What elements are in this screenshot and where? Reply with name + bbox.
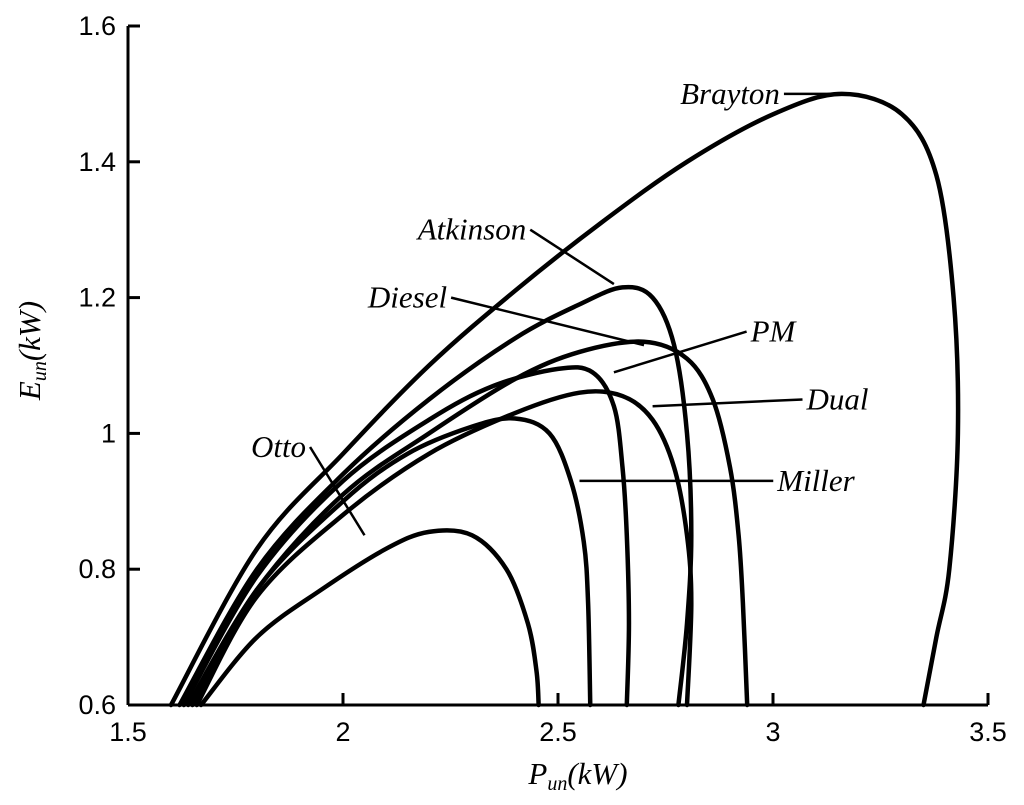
series-label-miller: Miller: [776, 463, 855, 498]
leader-line-diesel: [450, 296, 645, 347]
series-label-diesel: Diesel: [367, 280, 447, 315]
x-tick-label: 2: [335, 717, 350, 747]
x-tick-label: 3.5: [969, 717, 1007, 747]
series-line-pm: [181, 365, 632, 708]
x-ticks: 1.5 2 2.5 3 3.5: [109, 693, 1007, 747]
series-label-brayton: Brayton: [680, 76, 780, 111]
y-tick-label: 1.6: [78, 11, 116, 41]
x-axis-title: Pun(kW): [527, 756, 627, 795]
y-tick-label: 1.4: [78, 147, 116, 177]
y-ticks: 0.6 0.8 1 1.2 1.4 1.6: [78, 11, 140, 720]
y-tick-label: 1: [101, 418, 116, 448]
series-line-diesel: [185, 339, 750, 708]
leader-line-atkinson: [529, 228, 615, 286]
x-tick-label: 2.5: [539, 717, 577, 747]
y-tick-label: 1.2: [78, 283, 116, 313]
series-label-pm: PM: [750, 314, 798, 349]
x-tick-label: 1.5: [109, 717, 147, 747]
series-label-atkinson: Atkinson: [416, 212, 527, 247]
y-axis-title: Eun(kW): [12, 301, 51, 401]
series-label-otto: Otto: [251, 429, 306, 464]
leader-line-dual: [652, 398, 803, 408]
series-label-dual: Dual: [806, 381, 869, 416]
axes: [126, 26, 988, 707]
y-tick-label: 0.8: [78, 554, 116, 584]
curves: [168, 91, 961, 708]
series-line-miller: [190, 415, 593, 708]
leader-line-pm: [613, 330, 747, 374]
series-line-brayton: [168, 91, 961, 708]
y-tick-label: 0.6: [78, 690, 116, 720]
x-tick-label: 3: [765, 717, 780, 747]
leader-line-otto: [308, 446, 366, 536]
series-line-atkinson: [177, 284, 694, 708]
series-line-dual: [194, 389, 694, 708]
series-line-otto: [198, 528, 541, 708]
